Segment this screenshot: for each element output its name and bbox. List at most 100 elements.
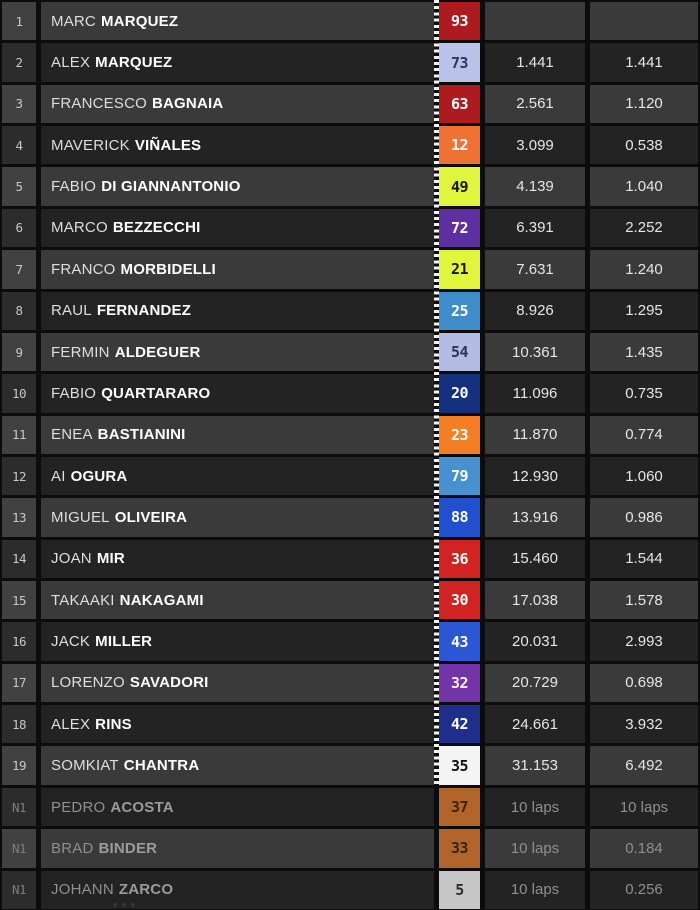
rider-last-name: RINS [95,715,132,733]
position-label: 2 [2,43,36,82]
position-label: 8 [2,291,36,330]
rider-first-name: MAVERICK [51,136,130,154]
position-label: 10 [2,374,36,413]
position-label: N1 [2,870,36,909]
rider-first-name: PEDRO [51,798,106,816]
gap-to-previous: 0.538 [590,126,698,165]
rider-first-name: JACK [51,633,91,651]
gap-to-previous: 1.441 [590,43,698,82]
rider-number-badge: 42 [439,705,480,744]
rider-number-badge: 49 [439,167,480,206]
gap-to-leader: 11.096 [485,374,585,413]
gap-to-leader: 31.153 [485,746,585,785]
table-row[interactable]: 7 FRANCO MORBIDELLI 21 7.631 1.240 [0,250,700,289]
gap-to-leader: 10 laps [485,870,585,909]
gap-to-previous: 0.735 [590,374,698,413]
table-row[interactable]: 2 ALEX MARQUEZ 73 1.441 1.441 [0,43,700,82]
position-label: 12 [2,456,36,496]
gap-to-previous: 10 laps [590,787,698,827]
rider-name: FABIO DI GIANNANTONIO [41,167,434,206]
rider-name: TAKAAKI NAKAGAMI [41,581,434,620]
rider-name: MIGUEL OLIVEIRA [41,498,434,537]
rider-last-name: QUARTARARO [101,384,211,402]
table-row[interactable]: 14 JOAN MIR 36 15.460 1.544 [0,539,700,579]
table-row[interactable]: 13 MIGUEL OLIVEIRA 88 13.916 0.986 [0,498,700,537]
checkered-separator-strip [434,0,439,785]
rider-first-name: FRANCO [51,260,116,278]
table-row[interactable]: N1 JOHANN ZARCO 5 10 laps 0.256 [0,870,700,909]
gap-to-previous: 0.698 [590,663,698,703]
gap-to-previous: 1.578 [590,581,698,620]
gap-to-leader: 17.038 [485,581,585,620]
rider-last-name: BASTIANINI [97,426,186,444]
table-row[interactable]: 16 JACK MILLER 43 20.031 2.993 [0,622,700,661]
rider-name: FRANCO MORBIDELLI [41,250,434,289]
rider-last-name: VIÑALES [134,136,202,154]
position-label: 6 [2,208,36,248]
rider-last-name: SAVADORI [129,674,209,692]
table-row[interactable]: N1 BRAD BINDER 33 10 laps 0.184 [0,829,700,868]
table-row[interactable]: 5 FABIO DI GIANNANTONIO 49 4.139 1.040 [0,167,700,206]
table-row[interactable]: 9 FERMIN ALDEGUER 54 10.361 1.435 [0,332,700,372]
position-label: 18 [2,705,36,744]
gap-to-previous: 0.184 [590,829,698,868]
table-row[interactable]: 6 MARCO BEZZECCHI 72 6.391 2.252 [0,208,700,248]
table-row[interactable]: 4 MAVERICK VIÑALES 12 3.099 0.538 [0,126,700,165]
position-label: 11 [2,415,36,454]
position-label: 17 [2,663,36,703]
rider-number-badge: 20 [439,374,480,413]
gap-to-leader: 10 laps [485,787,585,827]
rider-name: JOAN MIR [41,539,434,579]
rider-number-badge: 36 [439,539,480,579]
table-row[interactable]: 3 FRANCESCO BAGNAIA 63 2.561 1.120 [0,84,700,124]
table-row[interactable]: 19 SOMKIAT CHANTRA 35 31.153 6.492 [0,746,700,785]
table-row[interactable]: 15 TAKAAKI NAKAGAMI 30 17.038 1.578 [0,581,700,620]
gap-to-leader: 4.139 [485,167,585,206]
rider-last-name: MARQUEZ [100,12,179,30]
gap-to-previous: 1.240 [590,250,698,289]
rider-name: JACK MILLER [41,622,434,661]
rider-name: MARC MARQUEZ [41,2,434,41]
gap-to-leader: 20.031 [485,622,585,661]
rider-first-name: FABIO [51,384,97,402]
table-row[interactable]: 8 RAUL FERNANDEZ 25 8.926 1.295 [0,291,700,330]
table-row[interactable]: 1 MARC MARQUEZ 93 [0,2,700,41]
rider-number-badge: 63 [439,84,480,124]
rider-first-name: LORENZO [51,674,125,692]
gap-to-previous: 2.993 [590,622,698,661]
footer-dots [113,903,139,907]
rider-last-name: DI GIANNANTONIO [101,178,241,196]
table-row[interactable]: 11 ENEA BASTIANINI 23 11.870 0.774 [0,415,700,454]
rider-first-name: FERMIN [51,343,110,361]
rider-number-badge: 72 [439,208,480,248]
rider-last-name: FERNANDEZ [96,302,192,320]
gap-to-leader: 2.561 [485,84,585,124]
rider-first-name: ALEX [51,54,91,72]
table-row[interactable]: N1 PEDRO ACOSTA 37 10 laps 10 laps [0,787,700,827]
rider-number-badge: 5 [439,870,480,909]
gap-to-previous: 1.544 [590,539,698,579]
gap-to-previous: 1.040 [590,167,698,206]
rider-name: JOHANN ZARCO [41,870,434,909]
gap-to-previous: 0.774 [590,415,698,454]
table-row[interactable]: 10 FABIO QUARTARARO 20 11.096 0.735 [0,374,700,413]
position-label: 9 [2,332,36,372]
rider-last-name: ACOSTA [110,798,174,816]
table-row[interactable]: 12 AI OGURA 79 12.930 1.060 [0,456,700,496]
table-row[interactable]: 17 LORENZO SAVADORI 32 20.729 0.698 [0,663,700,703]
rider-name: ALEX RINS [41,705,434,744]
gap-to-leader: 7.631 [485,250,585,289]
table-row[interactable]: 18 ALEX RINS 42 24.661 3.932 [0,705,700,744]
rider-name: PEDRO ACOSTA [41,787,434,827]
rider-number-badge: 12 [439,126,480,165]
position-label: 5 [2,167,36,206]
rider-last-name: OLIVEIRA [114,508,188,526]
rider-number-badge: 79 [439,456,480,496]
gap-to-previous: 3.932 [590,705,698,744]
rider-name: SOMKIAT CHANTRA [41,746,434,785]
position-label: 14 [2,539,36,579]
gap-to-leader [485,2,585,41]
position-label: 1 [2,2,36,41]
gap-to-previous [590,2,698,41]
